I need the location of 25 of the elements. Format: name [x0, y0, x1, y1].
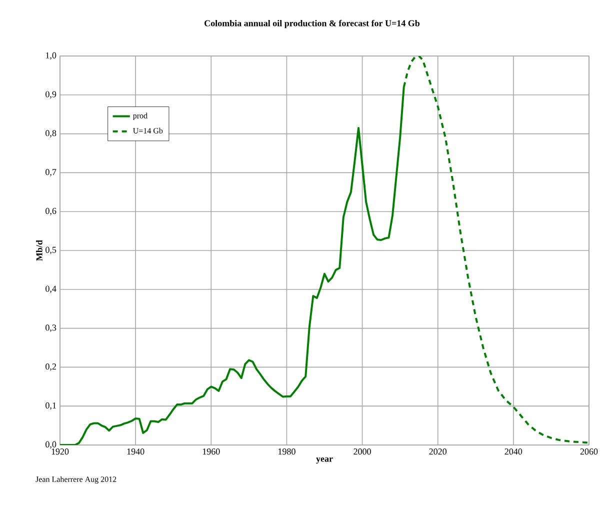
- y-tick-label: 0,4: [46, 286, 56, 294]
- x-tick-label: 2020: [429, 448, 447, 455]
- x-tick-label: 2060: [580, 448, 598, 455]
- y-tick-label: 0,1: [46, 402, 56, 410]
- y-tick-label: 0,7: [46, 169, 56, 176]
- x-tick-label: 1980: [278, 448, 296, 455]
- y-tick-label: 0,9: [46, 91, 56, 99]
- x-tick-label: 1940: [127, 448, 144, 455]
- legend-label: prod: [133, 112, 148, 120]
- y-tick-label: 1,0: [46, 52, 56, 60]
- text: Jean Laherrere Aug 2012: [36, 476, 116, 484]
- y-tick-label: 0,6: [46, 208, 56, 216]
- y-axis-title: Mb/d: [36, 240, 42, 261]
- legend-label: U=14 Gb: [133, 128, 163, 134]
- y-tick-label: 0,2: [46, 363, 56, 371]
- x-tick-label: 2000: [354, 448, 371, 455]
- x-axis-title: year: [316, 457, 333, 464]
- chart-title: Colombia annual oil production & forecast for U=14 Gb: [204, 20, 420, 28]
- y-tick-label: 0,5: [46, 246, 56, 254]
- x-tick-label: 1920: [52, 448, 69, 455]
- y-tick-label: 0,8: [46, 130, 56, 138]
- x-tick-label: 1960: [202, 448, 220, 455]
- y-tick-label: 0,0: [46, 441, 56, 449]
- y-tick-label: 0,3: [46, 324, 56, 332]
- x-tick-label: 2040: [504, 448, 522, 455]
